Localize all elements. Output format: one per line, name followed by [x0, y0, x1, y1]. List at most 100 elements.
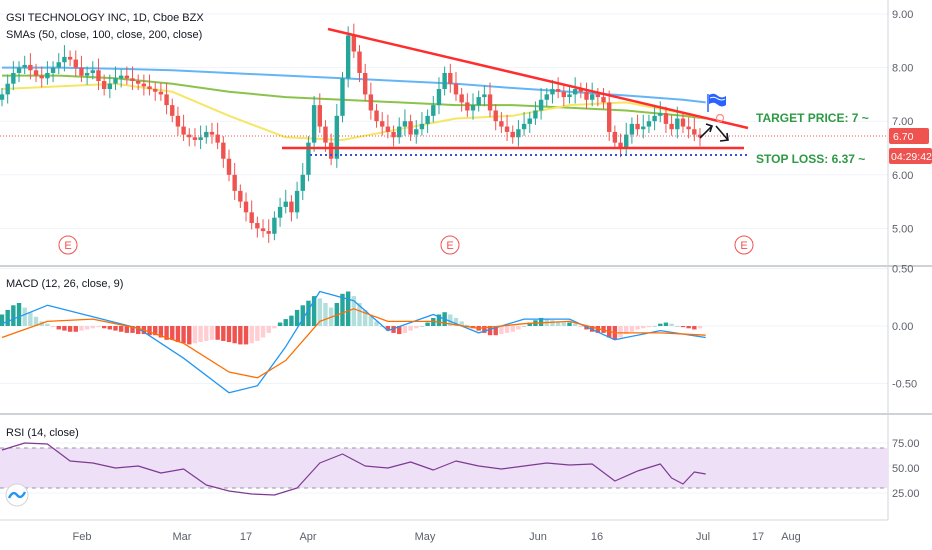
bar-countdown: 04:29:42: [891, 151, 932, 163]
candle-body: [504, 126, 510, 132]
candle-body: [272, 217, 277, 234]
macd-histogram-bar: [635, 326, 640, 330]
y-tick-label: 50.00: [892, 463, 920, 475]
x-tick-label: Feb: [73, 531, 92, 543]
stop-loss-annotation[interactable]: STOP LOSS: 6.37 ~: [756, 152, 865, 166]
macd-histogram-bar: [538, 317, 544, 326]
candle-body: [266, 231, 271, 234]
projection-arrows[interactable]: [699, 123, 729, 142]
macd-histogram-bar: [118, 326, 124, 332]
x-tick-label: Aug: [781, 531, 801, 543]
macd-histogram-bar: [238, 326, 243, 345]
candle-body: [414, 129, 419, 135]
macd-histogram-bar: [624, 326, 629, 335]
candle-body: [345, 35, 351, 79]
macd-histogram-bar: [550, 320, 555, 326]
candle-body: [629, 123, 635, 135]
macd-histogram-bar: [22, 307, 27, 326]
rsi-legend[interactable]: RSI (14, close): [6, 427, 79, 439]
candle-body: [328, 142, 334, 159]
target-price-annotation[interactable]: TARGET PRICE: 7 ~: [756, 111, 869, 125]
x-tick-label: 17: [240, 531, 252, 543]
macd-legend[interactable]: MACD (12, 26, close, 9): [6, 278, 123, 290]
macd-histogram-bar: [153, 326, 158, 336]
macd-histogram-bar: [397, 326, 402, 335]
candle-body: [459, 94, 464, 103]
candle-body: [204, 131, 209, 138]
candle-body: [164, 94, 169, 106]
candle-body: [408, 121, 413, 135]
candle-body: [561, 91, 567, 98]
candle-body: [493, 110, 498, 122]
candle-body: [527, 118, 532, 124]
candle-body: [516, 129, 521, 138]
candle-body: [380, 121, 385, 127]
candle-body: [113, 78, 118, 84]
flag-icon[interactable]: [707, 93, 726, 112]
candle-body: [499, 121, 504, 127]
macd-histogram-bar: [323, 303, 328, 326]
y-tick-label: -0.50: [892, 379, 917, 391]
macd-histogram-bar: [289, 315, 294, 326]
candle-body: [521, 123, 527, 130]
earnings-marker-1[interactable]: E: [58, 235, 78, 255]
candle-body: [130, 78, 135, 81]
macd-histogram-bar: [283, 319, 288, 326]
macd-histogram-bar: [215, 326, 220, 340]
price-axis[interactable]: 9.00 8.00 7.00 6.00 5.00 0.50 0.00 -0.50 75.00 50…: [892, 9, 920, 500]
time-axis[interactable]: Feb Mar 17 Apr May Jun 16 Jul 17 Aug: [73, 531, 801, 543]
y-tick-label: 25.00: [892, 488, 920, 500]
candle-body: [357, 51, 362, 73]
candle-body: [465, 102, 470, 111]
macd-histogram-bar: [618, 326, 623, 338]
candle-body: [170, 105, 175, 116]
macd-histogram: [0, 291, 703, 345]
macd-histogram-bar: [357, 303, 362, 326]
macd-histogram-bar: [67, 326, 73, 332]
tradingview-logo[interactable]: [5, 483, 29, 507]
candle-body: [533, 110, 538, 119]
macd-histogram-bar: [584, 326, 589, 330]
candle-body: [675, 118, 680, 130]
macd-histogram-bar: [73, 326, 78, 332]
y-tick-label: 5.00: [892, 223, 913, 235]
macd-histogram-bar: [181, 326, 186, 344]
sma-legend[interactable]: SMAs (50, close, 100, close, 200, close): [6, 29, 202, 41]
earnings-marker-3[interactable]: E: [734, 235, 754, 255]
candle-body: [5, 83, 10, 95]
descending-trendline[interactable]: [327, 27, 749, 130]
macd-histogram-bar: [16, 303, 22, 326]
indicator-lines: [1, 66, 706, 496]
macd-histogram-bar: [204, 326, 209, 341]
candle-body: [198, 137, 203, 140]
macd-histogram-bar: [521, 326, 527, 327]
symbol-title[interactable]: GSI TECHNOLOGY INC, 1D, Cboe BZX: [6, 12, 204, 24]
candle-body: [544, 94, 549, 100]
macd-histogram-bar: [555, 321, 561, 326]
candle-body: [550, 89, 555, 95]
macd-histogram-bar: [465, 324, 470, 326]
alert-circle-icon[interactable]: [715, 113, 725, 123]
candle-body: [0, 94, 5, 100]
candle-body: [362, 72, 368, 95]
candle-body: [221, 142, 226, 159]
x-tick-label: Apr: [299, 531, 316, 543]
candle-body: [340, 78, 345, 116]
macd-histogram-bar: [90, 326, 95, 329]
candle-body: [243, 201, 249, 213]
macd-histogram-bar: [243, 326, 249, 345]
candle-body: [73, 59, 78, 68]
candle-body: [323, 126, 328, 143]
macd-histogram-bar: [187, 326, 192, 345]
candle-body: [238, 190, 243, 202]
macd-histogram-bar: [595, 326, 601, 333]
x-tick-label: Jul: [696, 531, 710, 543]
candle-body: [39, 75, 44, 79]
candle-body: [453, 83, 459, 95]
current-price-tag: 6.70 04:29:42: [889, 128, 932, 164]
macd-histogram-bar: [255, 326, 260, 341]
earnings-marker-2[interactable]: E: [440, 235, 460, 255]
y-tick-label: 75.00: [892, 438, 920, 450]
macd-histogram-bar: [192, 326, 198, 344]
